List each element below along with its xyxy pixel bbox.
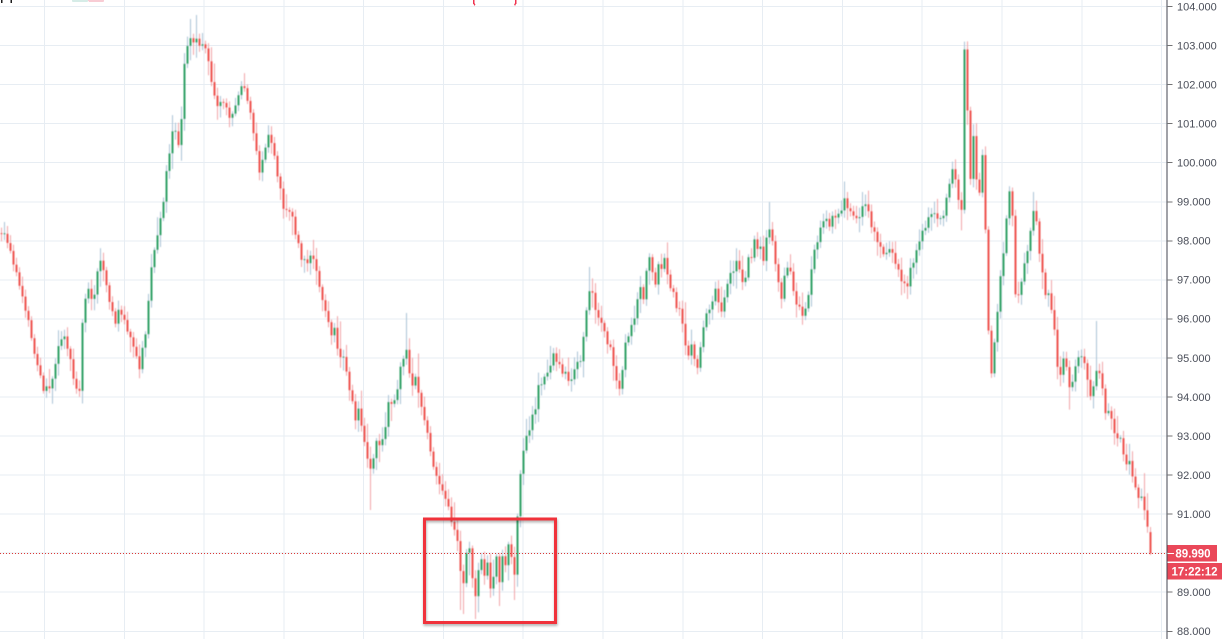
svg-text:88.000: 88.000 xyxy=(1177,626,1211,638)
svg-text:101.000: 101.000 xyxy=(1177,118,1217,130)
svg-text:93.000: 93.000 xyxy=(1177,431,1211,443)
svg-text:100.000: 100.000 xyxy=(1177,158,1217,170)
svg-text:103.000: 103.000 xyxy=(1177,40,1217,52)
svg-text:95.000: 95.000 xyxy=(1177,353,1211,365)
svg-text:96.000: 96.000 xyxy=(1177,314,1211,326)
svg-text:102.000: 102.000 xyxy=(1177,79,1217,91)
svg-text:97.000: 97.000 xyxy=(1177,275,1211,287)
svg-text:89.000: 89.000 xyxy=(1177,587,1211,599)
svg-text:98.000: 98.000 xyxy=(1177,236,1211,248)
svg-text:92.000: 92.000 xyxy=(1177,470,1211,482)
svg-text:94.000: 94.000 xyxy=(1177,392,1211,404)
svg-text:99.000: 99.000 xyxy=(1177,197,1211,209)
svg-text:89.990: 89.990 xyxy=(1175,549,1210,561)
svg-text:91.000: 91.000 xyxy=(1177,509,1211,521)
svg-text:17:22:12: 17:22:12 xyxy=(1171,567,1217,579)
svg-text:104.000: 104.000 xyxy=(1177,1,1217,13)
